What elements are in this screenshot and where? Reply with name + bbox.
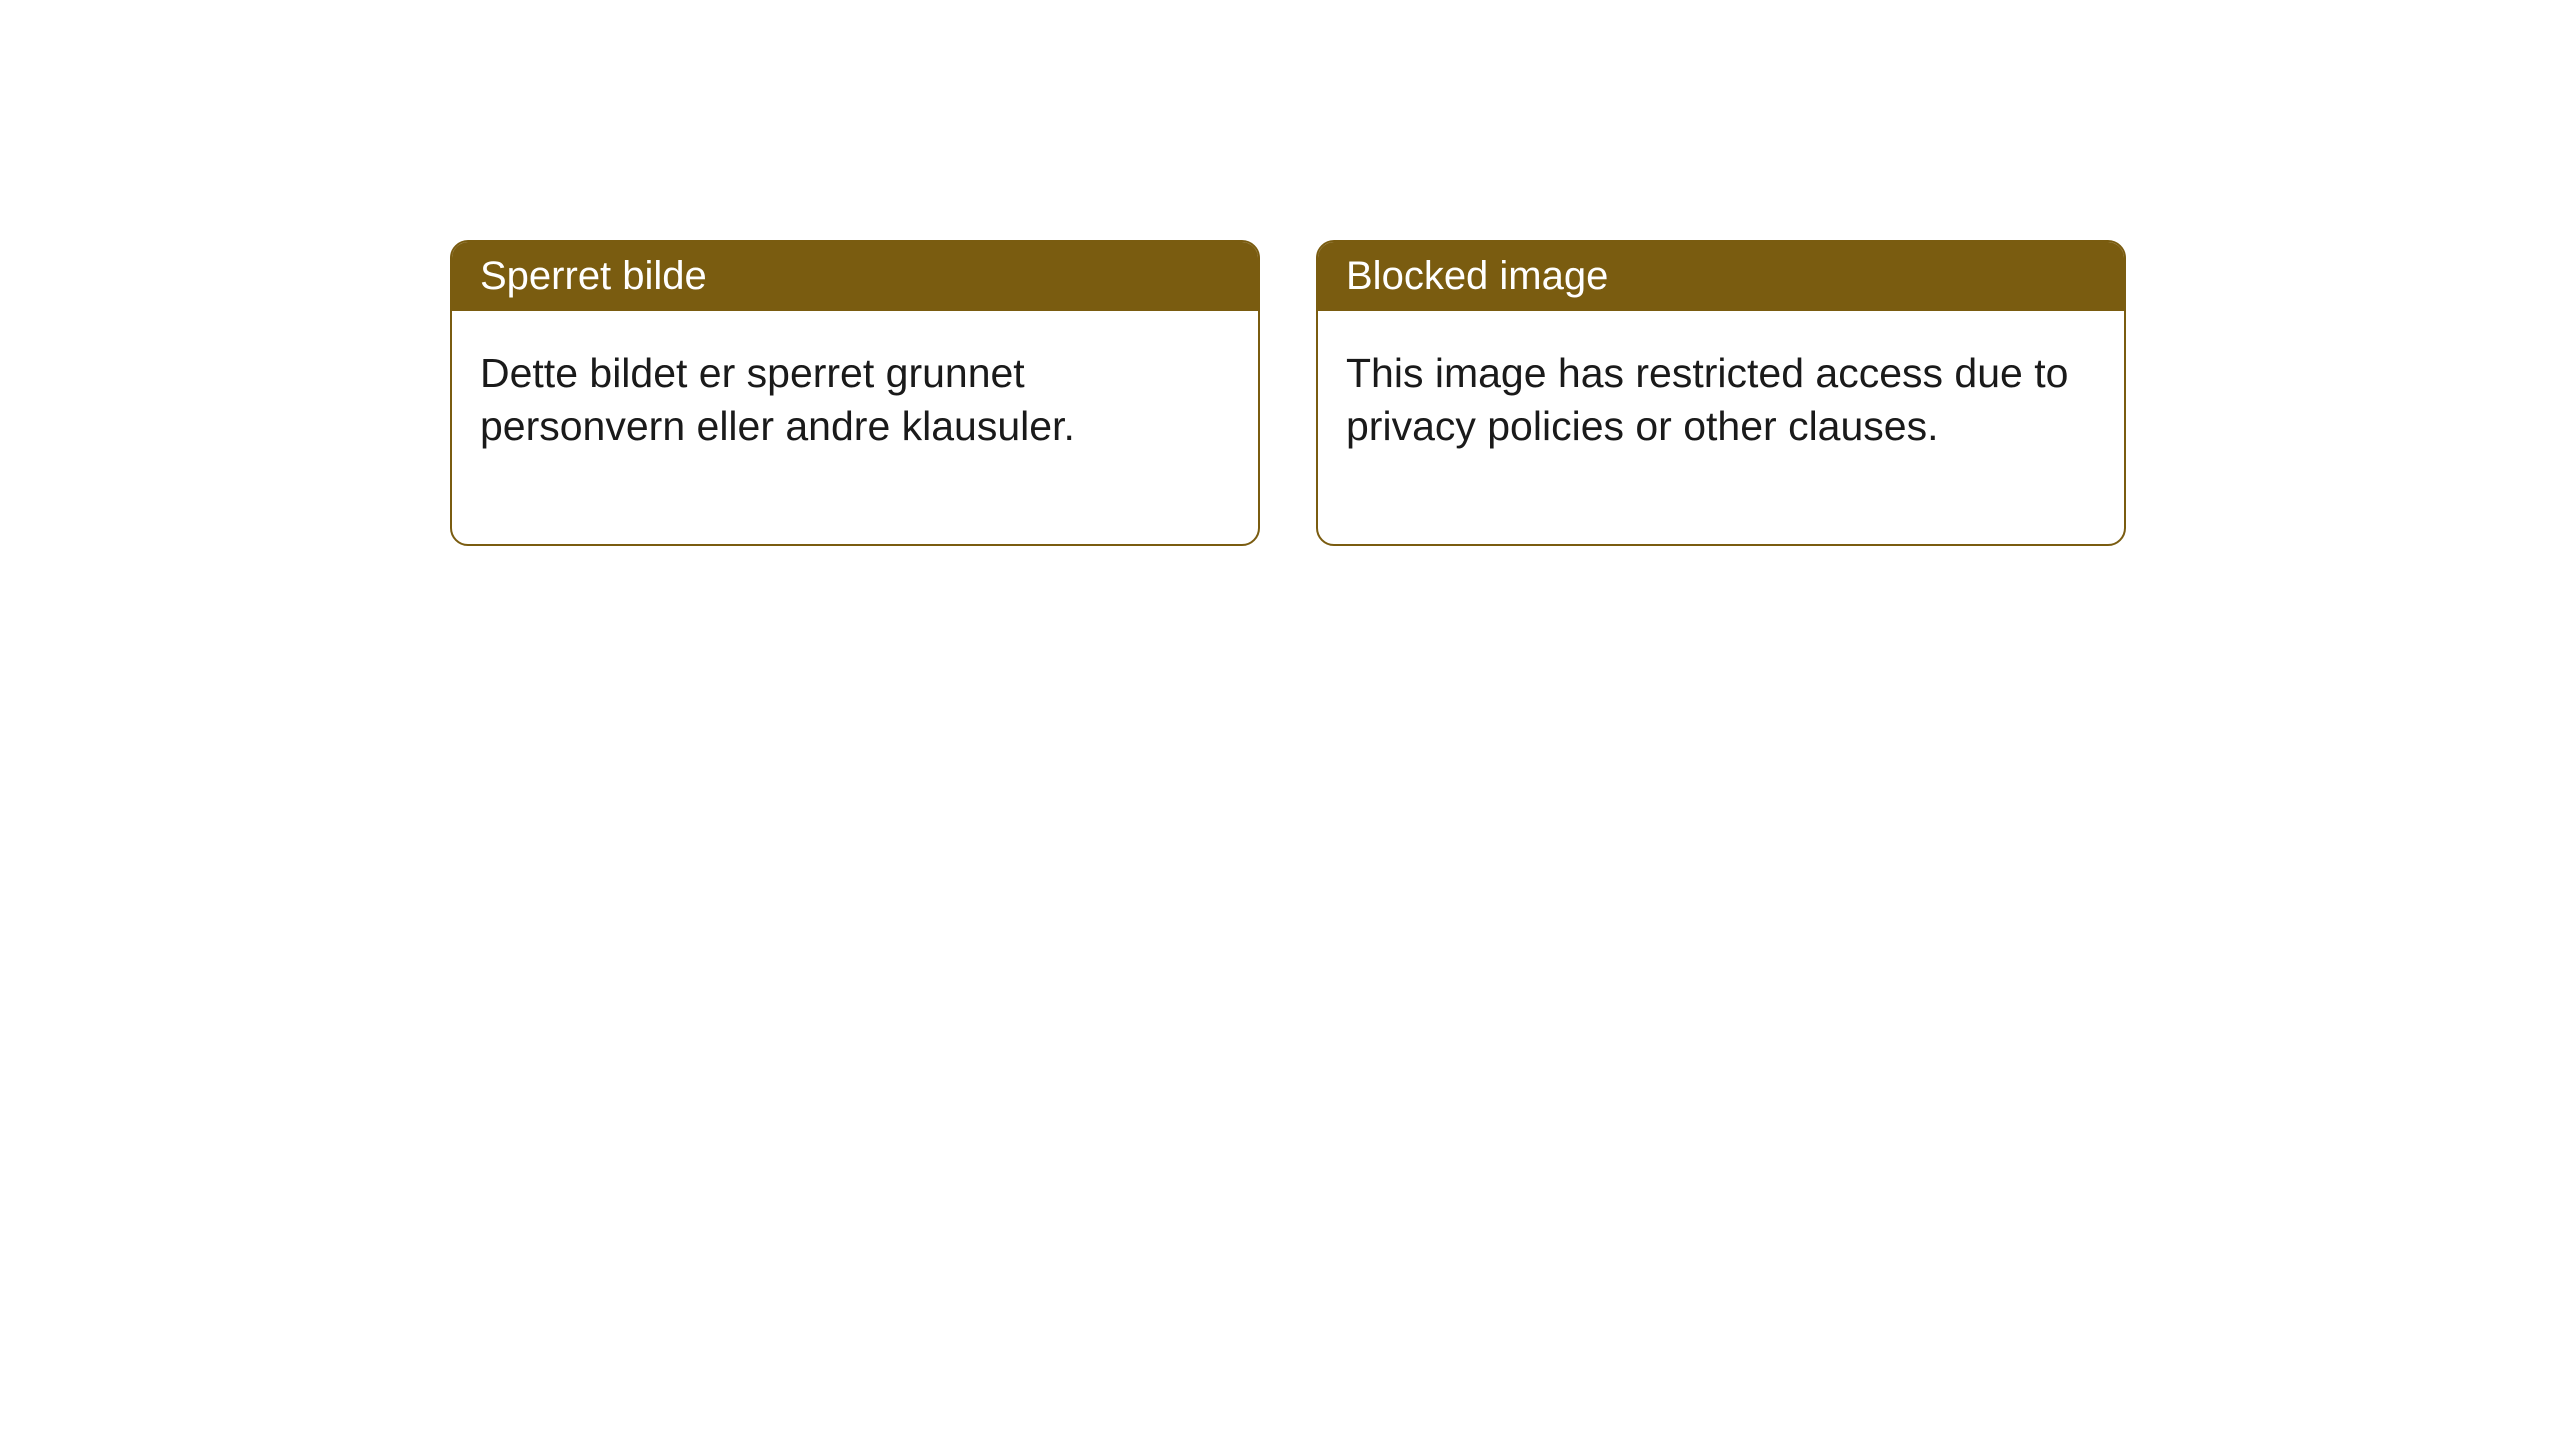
blocked-image-card-no: Sperret bilde Dette bildet er sperret gr… xyxy=(450,240,1260,546)
card-body-text-no: Dette bildet er sperret grunnet personve… xyxy=(480,347,1230,454)
blocked-image-card-en: Blocked image This image has restricted … xyxy=(1316,240,2126,546)
notice-container: Sperret bilde Dette bildet er sperret gr… xyxy=(450,240,2126,546)
card-body-text-en: This image has restricted access due to … xyxy=(1346,347,2096,454)
card-header-en: Blocked image xyxy=(1318,242,2124,311)
card-body-no: Dette bildet er sperret grunnet personve… xyxy=(452,311,1258,544)
card-body-en: This image has restricted access due to … xyxy=(1318,311,2124,544)
card-header-no: Sperret bilde xyxy=(452,242,1258,311)
